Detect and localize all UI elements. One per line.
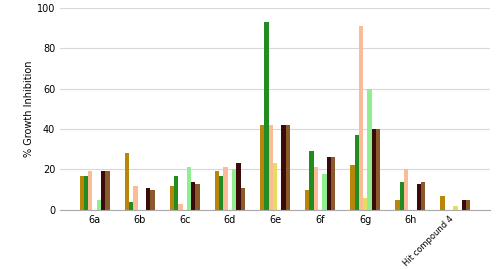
Bar (219, 176, 224, 210)
Bar (133, 186, 138, 210)
Bar (326, 157, 331, 210)
Bar (359, 26, 363, 210)
Bar (372, 129, 376, 210)
Bar (286, 125, 290, 210)
Bar (314, 167, 318, 210)
Bar (236, 164, 240, 210)
Bar (421, 182, 426, 210)
Bar (232, 169, 236, 210)
Bar (454, 206, 458, 210)
Bar (129, 202, 133, 210)
Bar (462, 200, 466, 210)
Bar (305, 190, 310, 210)
Bar (440, 196, 444, 210)
Bar (310, 151, 314, 210)
Bar (174, 176, 178, 210)
Bar (187, 167, 191, 210)
Bar (84, 176, 88, 210)
Bar (331, 157, 335, 210)
Bar (88, 172, 92, 210)
Bar (96, 200, 101, 210)
Bar (368, 89, 372, 210)
Bar (191, 182, 196, 210)
Bar (260, 125, 264, 210)
Bar (404, 169, 408, 210)
Bar (106, 172, 110, 210)
Bar (178, 204, 182, 210)
Bar (354, 135, 359, 210)
Bar (322, 174, 326, 210)
Bar (215, 172, 219, 210)
Bar (350, 165, 354, 210)
Bar (80, 176, 84, 210)
Bar (273, 164, 277, 210)
Bar (170, 186, 174, 210)
Bar (264, 22, 268, 210)
Bar (124, 153, 129, 210)
Bar (466, 200, 470, 210)
Bar (240, 188, 245, 210)
Bar (417, 183, 421, 210)
Bar (376, 129, 380, 210)
Bar (400, 182, 404, 210)
Bar (146, 188, 150, 210)
Bar (396, 200, 400, 210)
Bar (268, 125, 273, 210)
Bar (363, 198, 368, 210)
Bar (196, 183, 200, 210)
Y-axis label: % Growth Inhibition: % Growth Inhibition (24, 61, 34, 157)
Bar (101, 172, 105, 210)
Bar (282, 125, 286, 210)
Bar (150, 190, 154, 210)
Bar (224, 167, 228, 210)
